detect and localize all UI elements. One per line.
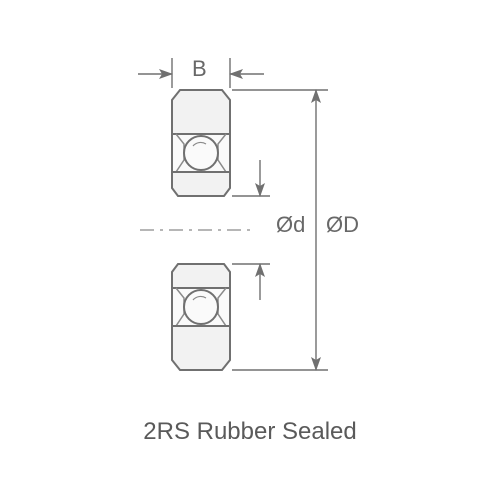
diagram-stage: B Ød ØD 2RS Rubber Sealed bbox=[0, 0, 500, 500]
caption-text: 2RS Rubber Sealed bbox=[0, 418, 500, 446]
label-B: B bbox=[192, 56, 207, 82]
bearing-body bbox=[140, 90, 250, 370]
label-D: ØD bbox=[326, 212, 359, 238]
label-d: Ød bbox=[276, 212, 305, 238]
